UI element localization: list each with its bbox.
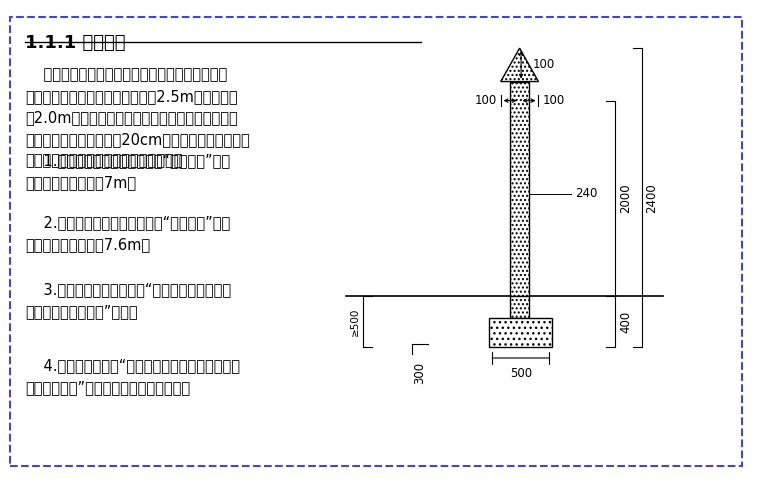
Text: 围墙可用砖筑式，夹芯彩钉板式或波纹彩钉板。
市区主要路段临街围墙高度不低于2.5m，其余不低
于2.0m。市区主要路段临街面使用夹芯板或波纹彩
钉板的，必须砖筑: 围墙可用砖筑式，夹芯彩钉板式或波纹彩钉板。 市区主要路段临街围墙高度不低于2.5… <box>25 67 250 169</box>
Text: 2000: 2000 <box>619 184 632 213</box>
Polygon shape <box>489 318 552 347</box>
Text: 300: 300 <box>413 362 426 384</box>
Text: 3.临街面或醒目位置应设“我们在此施工，给您
带来不便，敬请谅解”标语。: 3.临街面或醒目位置应设“我们在此施工，给您 带来不便，敬请谅解”标语。 <box>25 282 232 319</box>
Text: 2.金属式：主要图案为企标加“南通二建”，为
白底蓝字，每组间隔7.6m。: 2.金属式：主要图案为企标加“南通二建”，为 白底蓝字，每组间隔7.6m。 <box>25 215 231 252</box>
Text: 2400: 2400 <box>645 183 659 213</box>
Polygon shape <box>501 48 538 82</box>
Text: 1.1.1 现场围挡: 1.1.1 现场围挡 <box>25 34 126 52</box>
Text: 100: 100 <box>475 94 497 107</box>
Text: 4.靠近大门左侧为“建设单位、监理单位、设计单
位、施工单位”全称，右侧为工程效果图。: 4.靠近大门左侧为“建设单位、监理单位、设计单 位、施工单位”全称，右侧为工程效… <box>25 358 240 395</box>
Text: 500: 500 <box>510 367 532 380</box>
Polygon shape <box>510 297 530 318</box>
Text: 100: 100 <box>542 94 565 107</box>
Text: ≥500: ≥500 <box>350 308 359 336</box>
Text: 400: 400 <box>619 311 632 333</box>
Text: 240: 240 <box>575 187 597 200</box>
Polygon shape <box>510 82 530 297</box>
Text: 100: 100 <box>534 58 556 71</box>
Text: 1.砖筑式：主要图案为企标加“南通二建”，为
白底蓝字，每组间隔7m。: 1.砖筑式：主要图案为企标加“南通二建”，为 白底蓝字，每组间隔7m。 <box>25 153 230 190</box>
